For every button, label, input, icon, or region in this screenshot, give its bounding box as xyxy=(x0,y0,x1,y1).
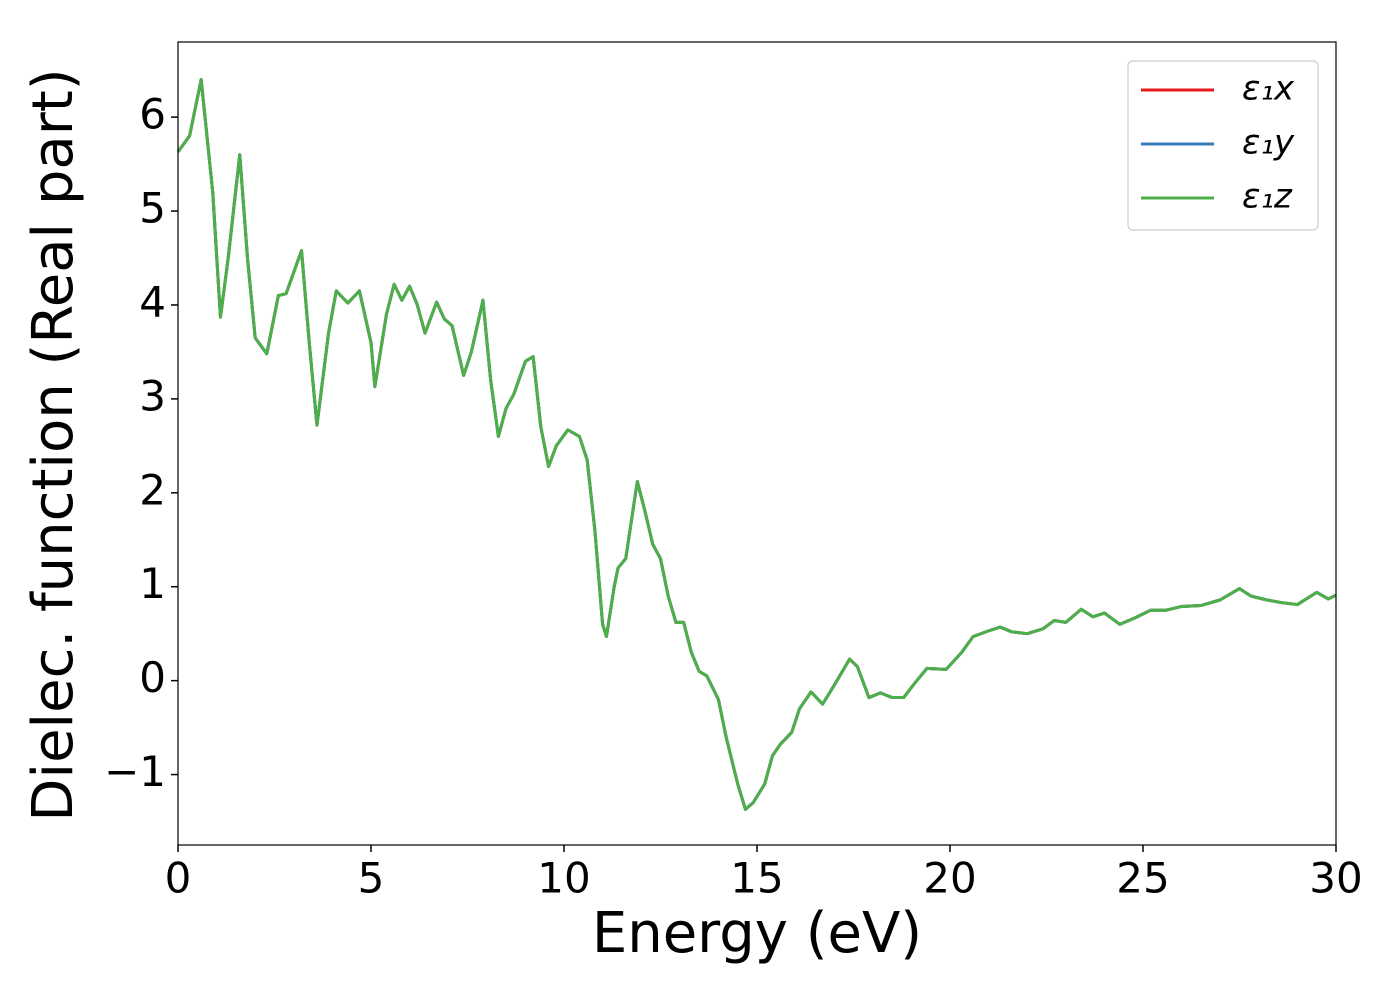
x-tick-label: 5 xyxy=(358,854,385,903)
x-tick-label: 0 xyxy=(165,854,192,903)
x-tick-label: 10 xyxy=(537,854,590,903)
y-tick-label: 0 xyxy=(139,653,166,702)
data-line xyxy=(176,78,1337,811)
legend-box xyxy=(1127,60,1319,231)
y-tick-label: 2 xyxy=(139,465,166,514)
y-tick-label: 3 xyxy=(139,371,166,420)
y-tick-label: 4 xyxy=(139,277,166,326)
y-axis-label: Dielec. function (Real part) xyxy=(21,68,86,821)
y-tick-label: 5 xyxy=(139,184,166,233)
x-tick-label: 20 xyxy=(923,854,976,903)
x-axis-label: Energy (eV) xyxy=(592,901,922,966)
x-tick-label: 25 xyxy=(1116,854,1169,903)
plot-frame xyxy=(177,41,1337,846)
legend-label: ε₁z xyxy=(1242,177,1293,217)
legend-label: ε₁x xyxy=(1242,69,1295,109)
y-tick-label: 6 xyxy=(139,90,166,139)
legend-label: ε₁y xyxy=(1242,123,1295,163)
x-tick-label: 30 xyxy=(1309,854,1362,903)
y-tick-label: 1 xyxy=(139,559,166,608)
legend: ε₁x ε₁y ε₁z xyxy=(1127,60,1319,231)
x-tick-label: 15 xyxy=(730,854,783,903)
y-tick-label: −1 xyxy=(104,747,166,796)
